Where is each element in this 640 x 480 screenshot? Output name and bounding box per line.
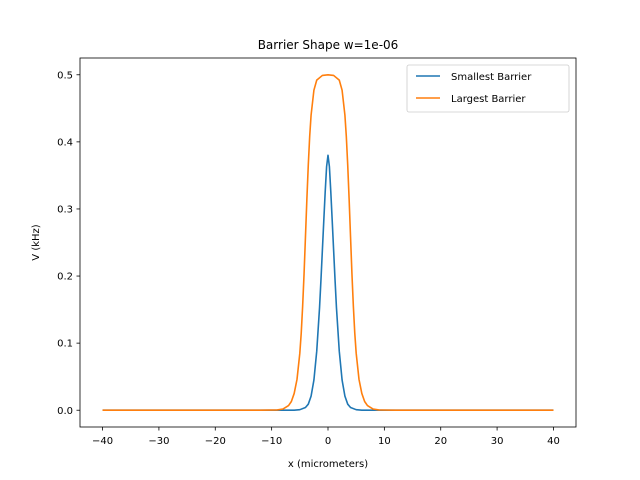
legend-label-largest-barrier: Largest Barrier [451,94,526,105]
series-layer [102,73,554,412]
x-tick-label: 40 [547,436,560,447]
x-axis-ticks: −40 −30 −20 −10 0 10 20 30 40 [92,427,560,447]
plot-area [80,58,576,427]
chart-title: Barrier Shape w=1e-06 [258,38,399,52]
y-tick-label: 0.2 [57,272,73,283]
x-axis-label: x (micrometers) [288,459,368,470]
x-tick-label: 20 [434,436,447,447]
y-tick-label: 0.0 [57,406,73,417]
x-tick-label: −30 [148,436,169,447]
series-line-largest-barrier [102,73,554,412]
y-tick-label: 0.4 [57,137,73,148]
series-line-smallest-barrier [102,154,554,412]
legend-label-smallest-barrier: Smallest Barrier [451,72,532,83]
y-tick-label: 0.1 [57,339,73,350]
x-tick-label: 0 [325,436,331,447]
x-tick-label: −20 [205,436,226,447]
x-tick-label: 30 [491,436,504,447]
x-tick-label: 10 [378,436,391,447]
y-tick-label: 0.5 [57,70,73,81]
y-axis-label: V (kHz) [31,224,42,260]
legend-frame [406,64,570,113]
legend: Smallest Barrier Largest Barrier [406,64,570,113]
x-tick-label: −10 [261,436,282,447]
x-tick-label: −40 [92,436,113,447]
y-axis-ticks: 0.0 0.1 0.2 0.3 0.4 0.5 [57,70,80,417]
y-tick-label: 0.3 [57,205,73,216]
